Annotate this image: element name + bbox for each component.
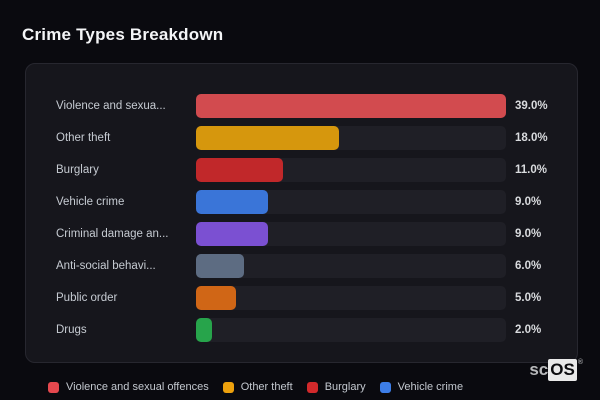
registered-mark: ® — [577, 359, 583, 366]
bar[interactable] — [196, 94, 506, 118]
legend-item[interactable]: Violence and sexual offences — [48, 381, 209, 393]
bar-label: Anti-social behavi... — [56, 260, 156, 272]
legend-swatch-icon — [379, 381, 391, 393]
bar-label: Drugs — [56, 324, 87, 336]
bar-row: Violence and sexua... 39.0% — [26, 90, 577, 122]
bar-track — [196, 94, 506, 118]
chart-legend: Violence and sexual offences Other theft… — [48, 381, 463, 393]
bar-label: Other theft — [56, 132, 111, 144]
bar[interactable] — [196, 126, 340, 150]
legend-swatch-icon — [306, 381, 318, 393]
bar-value: 9.0% — [515, 228, 542, 240]
bar-track — [196, 254, 506, 278]
bar-row: Other theft 18.0% — [26, 122, 577, 154]
bar-row: Public order 5.0% — [26, 282, 577, 314]
bar[interactable] — [196, 318, 212, 342]
bar-value: 39.0% — [515, 100, 548, 112]
scos-logo: sc OS ® — [529, 359, 583, 381]
legend-item[interactable]: Burglary — [306, 381, 366, 393]
bar-row: Vehicle crime 9.0% — [26, 186, 577, 218]
bar-row: Drugs 2.0% — [26, 314, 577, 346]
logo-os-badge: OS — [548, 359, 577, 381]
legend-label: Vehicle crime — [397, 381, 464, 393]
bar[interactable] — [196, 286, 236, 310]
bar-row: Criminal damage an... 9.0% — [26, 218, 577, 250]
bar-track — [196, 318, 506, 342]
logo-prefix: sc — [529, 360, 549, 379]
page-title: Crime Types Breakdown — [22, 25, 224, 44]
bar[interactable] — [196, 158, 284, 182]
bar-value: 5.0% — [515, 292, 542, 304]
bar-rows: Violence and sexua... 39.0% Other theft … — [26, 90, 577, 346]
bar-track — [196, 158, 506, 182]
chart-card: Violence and sexua... 39.0% Other theft … — [25, 63, 578, 363]
bar-value: 11.0% — [515, 164, 547, 176]
legend-swatch-icon — [48, 381, 59, 393]
bar-track — [196, 190, 506, 214]
bar[interactable] — [196, 222, 268, 246]
bar-row: Anti-social behavi... 6.0% — [26, 250, 577, 282]
bar-value: 6.0% — [515, 260, 542, 272]
legend-label: Violence and sexual offences — [66, 381, 209, 393]
bar[interactable] — [196, 190, 268, 214]
legend-label: Burglary — [324, 381, 366, 393]
bar-row: Burglary 11.0% — [26, 154, 577, 186]
bar-track — [196, 286, 506, 310]
bar[interactable] — [196, 254, 244, 278]
legend-item[interactable]: Vehicle crime — [379, 381, 464, 393]
bar-value: 18.0% — [515, 132, 548, 144]
bar-track — [196, 222, 506, 246]
bar-label: Vehicle crime — [56, 196, 125, 208]
bar-label: Public order — [56, 292, 118, 304]
bar-track — [196, 126, 506, 150]
bar-value: 2.0% — [515, 324, 542, 336]
legend-label: Other theft — [240, 381, 293, 393]
legend-swatch-icon — [222, 381, 234, 393]
bar-value: 9.0% — [515, 196, 542, 208]
legend-item[interactable]: Other theft — [222, 381, 293, 393]
bar-label: Criminal damage an... — [56, 228, 169, 240]
bar-label: Burglary — [56, 164, 99, 176]
bar-label: Violence and sexua... — [56, 100, 166, 112]
